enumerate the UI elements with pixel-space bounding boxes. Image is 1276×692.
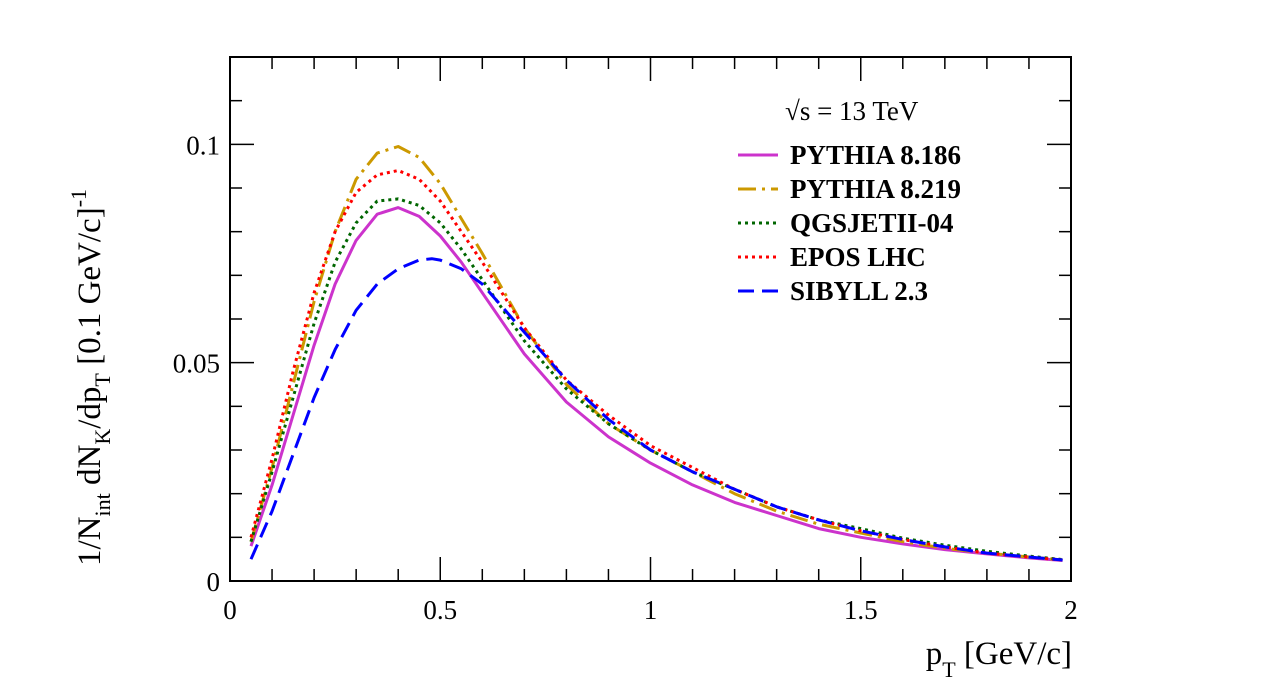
y-axis-title-p3: /dp (72, 387, 108, 429)
y-axis-title: 1/Nint dNK/dpT [0.1 GeV/c]-1 (66, 189, 115, 566)
series-line-4 (249, 257, 1063, 562)
plot-frame (229, 56, 1072, 582)
x-tick-label: 1.5 (844, 595, 878, 625)
y-axis-title-s2: K (90, 429, 115, 445)
series-line-2 (249, 197, 1063, 562)
legend-label: PYTHIA 8.186 (790, 140, 961, 170)
series-group (249, 145, 1063, 562)
legend-header: √s = 13 TeV (785, 96, 919, 126)
series-line-0 (249, 206, 1063, 562)
legend-label: PYTHIA 8.219 (790, 174, 961, 204)
x-tick-label: 1 (644, 595, 658, 625)
axis-ticks: 0 0.5 1 1.5 2 0 0.05 0.1 (173, 56, 1078, 625)
y-tick-label: 0 (207, 567, 221, 597)
x-axis-title-sub: T (942, 657, 956, 682)
legend: √s = 13 TeV PYTHIA 8.186 PYTHIA 8.219 QGSJ… (738, 96, 961, 306)
legend-label: QGSJETII-04 (790, 208, 954, 238)
legend-label: SIBYLL 2.3 (790, 276, 928, 306)
y-axis-title-p1: 1/N (72, 516, 108, 566)
legend-entries: PYTHIA 8.186 PYTHIA 8.219 QGSJETII-04 EPOS … (738, 140, 961, 306)
series-line-1 (249, 145, 1063, 562)
series-line-3 (249, 169, 1063, 562)
legend-label: EPOS LHC (790, 242, 926, 272)
x-tick-label: 2 (1064, 595, 1078, 625)
x-tick-label: 0 (223, 595, 237, 625)
y-tick-label: 0.1 (186, 130, 220, 160)
y-axis-title-sup: -1 (66, 189, 91, 207)
x-tick-label: 0.5 (423, 595, 457, 625)
x-axis-title-rest: [GeV/c] (956, 636, 1072, 672)
y-axis-title-p4: [0.1 GeV/c] (72, 207, 108, 373)
y-axis-title-p2: dN (72, 445, 108, 494)
x-axis-title: pT [GeV/c] (926, 636, 1072, 682)
x-axis-title-main: p (926, 636, 943, 672)
y-tick-label: 0.05 (173, 349, 220, 379)
y-axis-title-s3: T (90, 373, 115, 387)
y-axis-title-s1: int (90, 493, 115, 516)
